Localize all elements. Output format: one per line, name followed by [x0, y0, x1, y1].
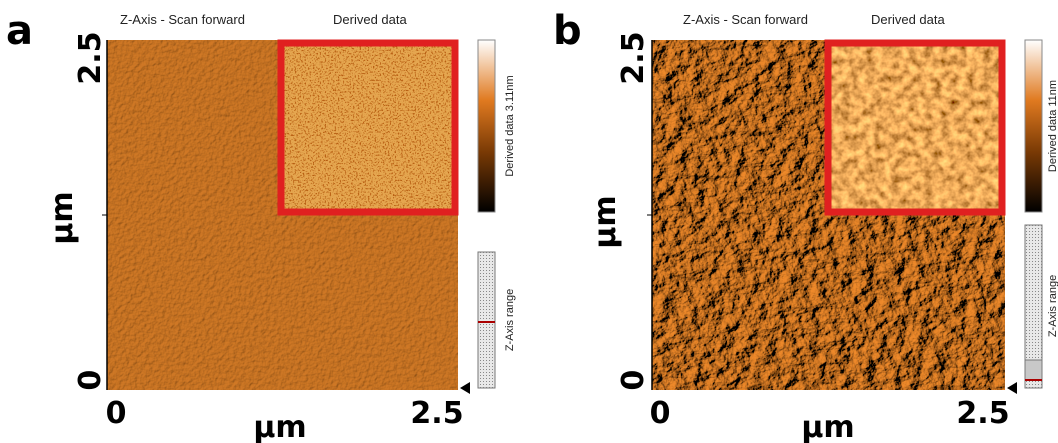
- marker: [1007, 382, 1017, 394]
- y-tick-label: 0: [616, 370, 651, 391]
- x-tick-label: 2.5: [410, 396, 463, 431]
- y-axis-label: µm: [588, 195, 623, 248]
- y-tick-label: 2.5: [616, 31, 651, 84]
- x-tick-label: 2.5: [956, 396, 1009, 431]
- colorbar: [478, 40, 495, 212]
- x-tick-label: 0: [106, 396, 127, 431]
- range-window: [1025, 360, 1042, 380]
- x-tick-label: 0: [650, 396, 671, 431]
- range-bar: [478, 252, 495, 388]
- image-title: Z-Axis - Scan forward: [683, 12, 808, 27]
- y-tick-label: 0: [73, 370, 108, 391]
- marker: [460, 382, 470, 394]
- image-title: Z-Axis - Scan forward: [120, 12, 245, 27]
- inset-texture: [825, 40, 1005, 215]
- colorbar-label: Derived data 3.11nm: [504, 75, 516, 176]
- range-label: Z-Axis range: [1047, 275, 1058, 337]
- image-subtitle: Derived data: [871, 12, 945, 27]
- panel-b: b Z-Axis - Scan forward Derived data 2.5…: [553, 8, 1058, 443]
- y-axis-label: µm: [45, 191, 80, 244]
- panel-label: a: [6, 8, 33, 54]
- y-tick-label: 2.5: [73, 31, 108, 84]
- image-subtitle: Derived data: [333, 12, 407, 27]
- x-axis-label: µm: [253, 410, 306, 443]
- inset-texture: [278, 40, 458, 215]
- x-axis-label: µm: [801, 410, 854, 443]
- figure: a Z-Axis - Scan forward Derived data 2.5…: [0, 0, 1058, 443]
- colorbar-label: Derived data 11nm: [1047, 80, 1058, 172]
- panel-a: a Z-Axis - Scan forward Derived data 2.5…: [6, 8, 516, 443]
- range-label: Z-Axis range: [504, 289, 516, 351]
- colorbar: [1025, 40, 1042, 212]
- panel-label: b: [553, 8, 582, 54]
